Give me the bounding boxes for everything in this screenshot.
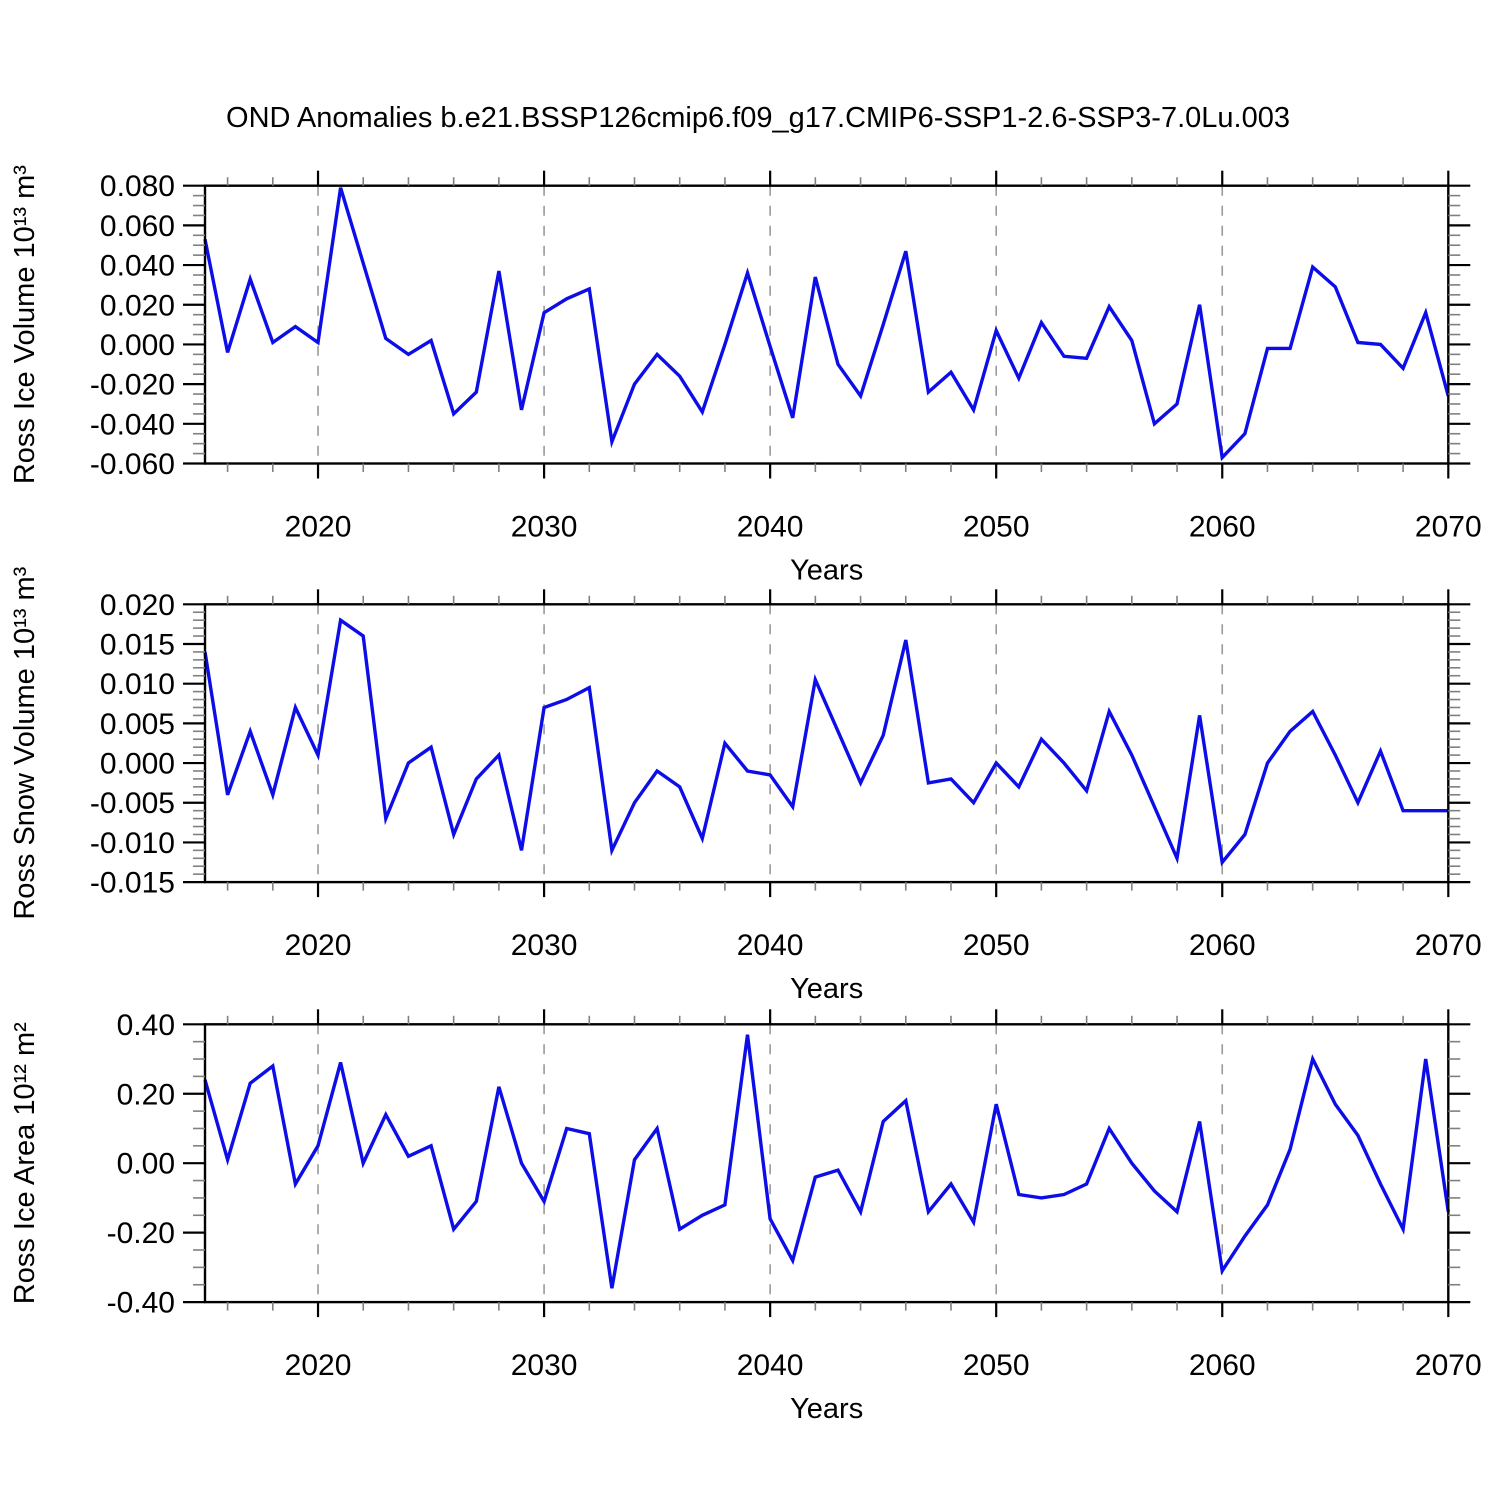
- x-tick-label: 2060: [1189, 929, 1256, 962]
- y-axis-title: Ross Ice Area 10¹² m²: [9, 1022, 41, 1304]
- x-tick-label: 2040: [737, 1349, 804, 1382]
- series-line: [203, 617, 1449, 867]
- y-tick-label: 0.060: [100, 210, 175, 243]
- x-tick-label: 2030: [511, 1349, 578, 1382]
- x-axis-title: Years: [790, 973, 863, 1005]
- axes-box: [203, 603, 1450, 884]
- y-tick-label: -0.020: [90, 369, 175, 402]
- x-tick-label: 2050: [963, 511, 1030, 544]
- x-tick-label: 2020: [285, 1349, 352, 1382]
- y-tick-label: 0.015: [100, 628, 175, 661]
- y-tick-label: -0.20: [107, 1217, 175, 1250]
- y-tick-label: -0.060: [90, 448, 175, 481]
- y-tick-label: 0.020: [100, 289, 175, 322]
- panels-group: 2020 2030 2040 2050 2060 2070 0.080 0.060 0.040 0…: [9, 165, 1482, 1425]
- x-tick-label: 2040: [737, 929, 804, 962]
- x-tick-label: 2030: [511, 929, 578, 962]
- y-tick-label: 0.005: [100, 708, 175, 741]
- panel-1: 2020 2030 2040 2050 2060 2070 0.020 0.015 0.010 0…: [9, 566, 1482, 1005]
- y-tick-label: 0.00: [117, 1148, 175, 1181]
- panel-0: 2020 2030 2040 2050 2060 2070 0.080 0.060 0.040 0…: [9, 165, 1482, 587]
- x-tick-label: 2060: [1189, 1349, 1256, 1382]
- axes-box: [203, 1023, 1450, 1304]
- x-tick-label: 2050: [963, 1349, 1030, 1382]
- x-tick-label: 2060: [1189, 511, 1256, 544]
- y-tick-label: 0.40: [117, 1009, 175, 1042]
- y-tick-label: 0.000: [100, 329, 175, 362]
- series-line: [203, 187, 1450, 462]
- x-tick-label: 2030: [511, 511, 578, 544]
- x-tick-label: 2020: [285, 511, 352, 544]
- x-axis-title: Years: [790, 1393, 863, 1425]
- y-tick-label: 0.080: [100, 170, 175, 203]
- y-tick-label: -0.010: [90, 827, 175, 860]
- y-tick-label: 0.20: [117, 1078, 175, 1111]
- x-tick-label: 2020: [285, 929, 352, 962]
- y-tick-label: -0.040: [90, 408, 175, 441]
- y-tick-label: 0.020: [100, 589, 175, 622]
- x-axis-title: Years: [790, 555, 863, 587]
- y-axis-title: Ross Ice Volume 10¹³ m³: [9, 165, 41, 484]
- x-tick-label: 2050: [963, 929, 1030, 962]
- y-axis-title: Ross Snow Volume 10¹³ m³: [9, 566, 41, 919]
- y-tick-label: 0.010: [100, 668, 175, 701]
- y-tick-label: -0.005: [90, 787, 175, 820]
- figure-title: OND Anomalies b.e21.BSSP126cmip6.f09_g17…: [226, 102, 1290, 134]
- x-tick-label: 2070: [1415, 1349, 1482, 1382]
- x-tick-label: 2070: [1415, 511, 1482, 544]
- y-tick-label: -0.40: [107, 1287, 175, 1320]
- x-tick-label: 2040: [737, 511, 804, 544]
- panel-2: 2020 2030 2040 2050 2060 2070 0.40 0.20 0.00 -0.2…: [9, 1009, 1482, 1425]
- y-tick-label: 0.040: [100, 250, 175, 283]
- series-line: [203, 1034, 1450, 1289]
- y-tick-label: 0.000: [100, 748, 175, 781]
- x-tick-label: 2070: [1415, 929, 1482, 962]
- y-tick-label: -0.015: [90, 867, 175, 900]
